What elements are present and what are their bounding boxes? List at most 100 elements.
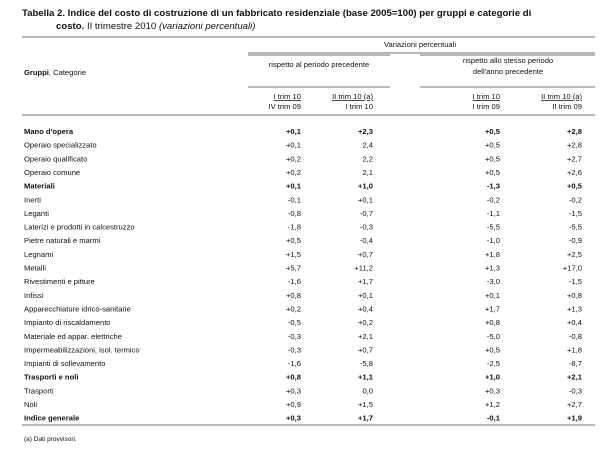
- cell: +0,1: [358, 195, 373, 204]
- cell: +0,7: [358, 250, 373, 259]
- row-label: Operaio qualificato: [24, 154, 87, 163]
- cell: +0,5: [485, 154, 500, 163]
- column-header: I trim 10: [274, 92, 301, 101]
- row-label: Infissi: [24, 291, 44, 300]
- sub-header: dell'anno precedente: [473, 67, 543, 76]
- cell: -0,2: [569, 195, 582, 204]
- cell: +0,3: [286, 386, 301, 395]
- cell: +1,8: [485, 250, 500, 259]
- cell: +0,1: [286, 182, 302, 191]
- cell: +0,1: [286, 141, 301, 150]
- cell: +2,8: [567, 141, 582, 150]
- cell: -0,8: [569, 332, 582, 341]
- cell: +1,2: [485, 400, 500, 409]
- cell: +17,0: [563, 264, 582, 273]
- cell: -0,1: [288, 195, 301, 204]
- cell: -0,3: [288, 332, 301, 341]
- cell: +0,8: [567, 291, 582, 300]
- group-header: Variazioni percentuali: [384, 40, 456, 49]
- cell: -0,7: [360, 209, 373, 218]
- cell: -0,3: [360, 223, 373, 232]
- row-label: Impianto di riscaldamento: [24, 318, 111, 327]
- cell: +2,8: [567, 127, 582, 136]
- row-label: Metalli: [24, 264, 46, 273]
- column-header: II trim 10 (a): [332, 92, 373, 101]
- row-label: Noli: [24, 400, 37, 409]
- cell: +0,2: [286, 304, 301, 313]
- cell: +2,1: [358, 332, 373, 341]
- cell: +0,1: [485, 291, 500, 300]
- cell: -1,1: [487, 209, 500, 218]
- row-label: Materiale ed appar. elettriche: [24, 332, 122, 341]
- row-label: Leganti: [24, 209, 49, 218]
- row-label: Operaio specializzato: [24, 141, 97, 150]
- cell: +1,5: [358, 400, 373, 409]
- cell: +1,7: [358, 414, 373, 423]
- cell: +0,5: [485, 141, 500, 150]
- column-header: I trim 09: [473, 102, 500, 111]
- cell: -1,3: [487, 182, 500, 191]
- cell: +11,2: [354, 264, 373, 273]
- title-italic: (variazioni percentuali): [159, 21, 256, 32]
- cell: +0,2: [286, 168, 301, 177]
- title-line2: costo. II trimestre 2010 (variazioni per…: [56, 21, 255, 32]
- row-label: Mano d'opera: [24, 127, 74, 136]
- column-header: IV trim 09: [269, 102, 302, 111]
- cell: +0,1: [358, 291, 373, 300]
- cell: -1,6: [288, 277, 301, 286]
- row-label: Materiali: [24, 182, 55, 191]
- row-label: Pietre naturali e marmi: [24, 236, 101, 245]
- cell: -0,3: [569, 386, 582, 395]
- row-label: Laterizi e prodotti in calcestruzzo: [24, 223, 135, 232]
- cell: -5,5: [487, 223, 500, 232]
- cell: -5,8: [360, 359, 373, 368]
- stub-header: Gruppi, Categorie: [24, 68, 86, 77]
- sub-header: rispetto allo stesso periodo: [463, 56, 553, 65]
- cell: -0,9: [569, 236, 582, 245]
- cell: +2,7: [567, 154, 582, 163]
- column-header: I trim 10: [346, 102, 373, 111]
- cell: -5,5: [569, 223, 582, 232]
- cell: +0,5: [286, 236, 301, 245]
- footnote: (a) Dati provvisori.: [24, 436, 77, 443]
- cell: +1,3: [485, 264, 500, 273]
- title: Tabella 2. Indice del costo di costruzio…: [22, 8, 531, 19]
- row-label: Operaio comune: [24, 168, 80, 177]
- cell: 0,0: [362, 386, 373, 395]
- title-bold: costo.: [56, 21, 84, 32]
- row-label: Impermeabilizzazioni, isol. termico: [24, 345, 140, 354]
- cell: -5,0: [487, 332, 500, 341]
- cell: +0,3: [286, 414, 301, 423]
- cell: +2,7: [567, 400, 582, 409]
- cell: -0,2: [487, 195, 500, 204]
- title-normal: II trimestre 2010: [87, 21, 156, 32]
- column-header: I trim 10: [473, 92, 500, 101]
- row-label: Trasporti: [24, 386, 54, 395]
- cell: -2,5: [487, 359, 500, 368]
- cell: +1,0: [485, 373, 500, 382]
- cell: +0,8: [286, 373, 301, 382]
- stub-bold: Gruppi: [24, 68, 49, 77]
- cell: +1,5: [286, 250, 301, 259]
- cell: +0,5: [567, 182, 583, 191]
- cell: +2,6: [567, 168, 582, 177]
- cell: -0,3: [288, 345, 301, 354]
- sub-header: rispetto al periodo precedente: [269, 60, 369, 69]
- cell: 2,2: [362, 154, 373, 163]
- cell: +0,2: [358, 318, 373, 327]
- cell: +0,5: [485, 345, 500, 354]
- cell: +2,3: [358, 127, 373, 136]
- row-label: Rivestimenti e pitture: [24, 277, 95, 286]
- cell: +0,7: [358, 345, 373, 354]
- row-label: Apparecchiature idrico-sanitarie: [24, 304, 131, 313]
- cell: +5,7: [286, 264, 301, 273]
- cell: +1,8: [567, 345, 582, 354]
- cell: +1,7: [358, 277, 373, 286]
- cell: +1,3: [567, 304, 582, 313]
- cell: -0,4: [360, 236, 373, 245]
- cell: -1,5: [569, 277, 582, 286]
- cell: +0,5: [485, 168, 500, 177]
- cell: -8,7: [569, 359, 582, 368]
